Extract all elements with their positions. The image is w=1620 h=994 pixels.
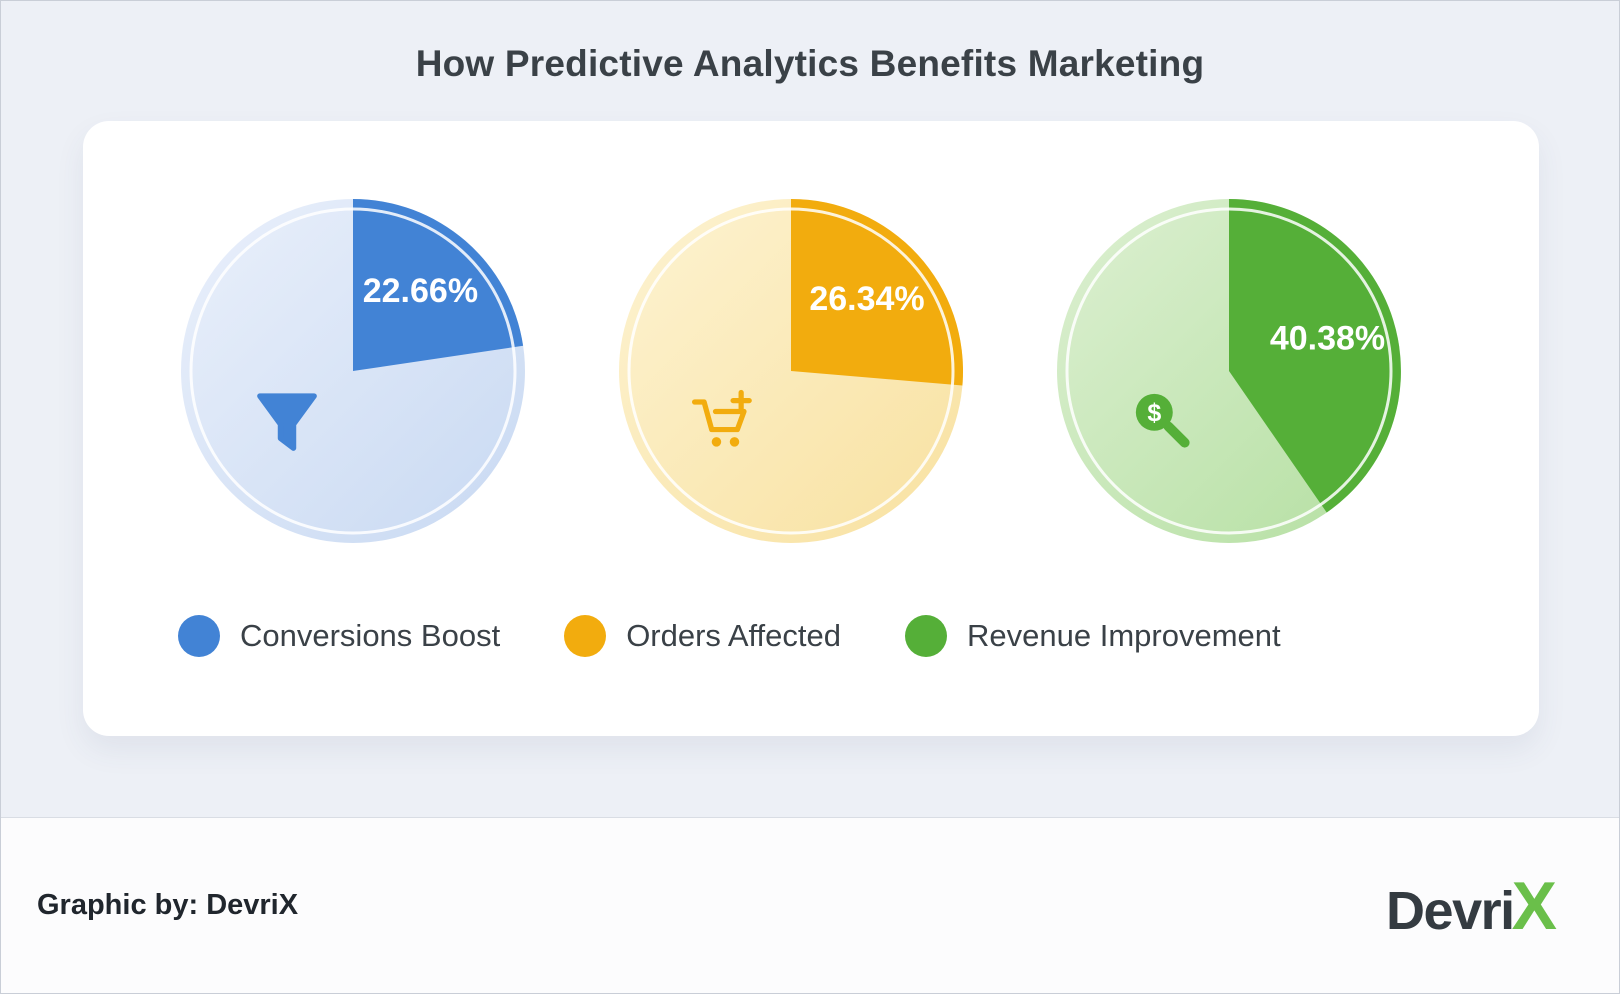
devrix-logo: Devri X <box>1386 867 1557 945</box>
pie-chart-revenue-improvement: 40.38% $ <box>1049 191 1409 551</box>
legend-dot-yellow <box>564 615 607 657</box>
svg-text:$: $ <box>1147 399 1161 427</box>
legend-item-revenue-improvement: Revenue Improvement <box>905 615 1281 657</box>
legend-label: Orders Affected <box>626 618 842 653</box>
pie-charts-row: 22.66% 26.34% 40.38% $ <box>83 121 1539 551</box>
pie-chart-orders-affected: 26.34% <box>611 191 971 551</box>
page-title: How Predictive Analytics Benefits Market… <box>415 43 1205 84</box>
legend-item-conversions-boost: Conversions Boost <box>178 615 500 657</box>
funnel-icon <box>257 393 317 451</box>
pie-slice <box>353 199 524 371</box>
legend-label: Conversions Boost <box>240 618 501 653</box>
footer-bar: Graphic by: DevriX Devri X <box>1 817 1619 993</box>
credit-text: Graphic by: DevriX <box>37 889 299 921</box>
legend-dot-green <box>905 615 948 657</box>
legend-item-orders-affected: Orders Affected <box>564 615 841 657</box>
pie-svg: 22.66% <box>181 199 525 543</box>
dollar-magnifier-icon: $ <box>1135 393 1190 448</box>
pie-slice <box>1229 199 1401 513</box>
logo-text: Devri <box>1386 880 1515 941</box>
pie-chart-conversions-boost: 22.66% <box>173 191 533 551</box>
slice-percentage-label: 22.66% <box>363 272 478 310</box>
chart-card: 22.66% 26.34% 40.38% $ Conversions B <box>83 121 1539 736</box>
cart-plus-icon <box>691 389 752 447</box>
slice-percentage-label: 26.34% <box>809 280 924 318</box>
pie-svg: 26.34% <box>619 199 964 543</box>
legend-dot-blue <box>178 615 220 657</box>
legend-label: Revenue Improvement <box>967 618 1281 653</box>
pie-svg: 40.38% <box>1057 199 1401 543</box>
logo-x-mark: X <box>1511 867 1557 944</box>
pie-slice <box>791 199 964 386</box>
legend: Conversions Boost Orders Affected Revenu… <box>178 615 1539 657</box>
slice-percentage-label: 40.38% <box>1270 319 1385 357</box>
